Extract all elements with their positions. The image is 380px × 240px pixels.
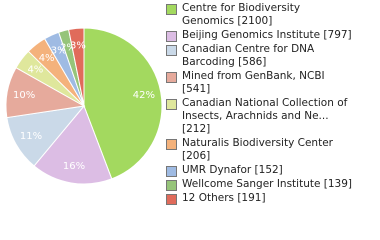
legend-label: Canadian Centre for DNA Barcoding [586] xyxy=(182,43,315,68)
slice-label: 10% xyxy=(13,90,35,101)
legend-label: Wellcome Sanger Institute [139] xyxy=(182,178,352,190)
legend: Centre for Biodiversity Genomics [2100] B… xyxy=(166,2,376,206)
slice-label: 11% xyxy=(20,131,42,142)
legend-item: UMR Dynafor [152] xyxy=(166,164,376,177)
legend-label: Naturalis Biodiversity Center [206] xyxy=(182,137,333,162)
legend-item: 12 Others [191] xyxy=(166,192,376,205)
legend-swatch xyxy=(166,166,177,177)
legend-item: Beijing Genomics Institute [797] xyxy=(166,29,376,42)
legend-label: 12 Others [191] xyxy=(182,192,266,204)
legend-item: Naturalis Biodiversity Center [206] xyxy=(166,137,376,163)
pie-chart: 42%16%11%10%4%4%3%2%3% xyxy=(5,27,163,185)
legend-swatch xyxy=(166,31,177,42)
pie-slice xyxy=(68,27,85,107)
legend-label: Canadian National Collection of Insects,… xyxy=(182,97,348,135)
legend-label: UMR Dynafor [152] xyxy=(182,164,283,176)
legend-swatch xyxy=(166,180,177,191)
legend-swatch xyxy=(166,139,177,150)
slice-label: 16% xyxy=(63,161,85,172)
legend-label: Beijing Genomics Institute [797] xyxy=(182,29,352,41)
legend-swatch xyxy=(166,194,177,205)
slice-label: 4% xyxy=(39,53,55,64)
legend-label: Mined from GenBank, NCBI [541] xyxy=(182,70,325,95)
legend-item: Centre for Biodiversity Genomics [2100] xyxy=(166,2,376,28)
legend-item: Wellcome Sanger Institute [139] xyxy=(166,178,376,191)
pie-slice xyxy=(83,27,163,180)
slice-label: 3% xyxy=(70,40,86,51)
legend-item: Canadian Centre for DNA Barcoding [586] xyxy=(166,43,376,69)
legend-swatch xyxy=(166,45,177,56)
slice-label: 42% xyxy=(133,90,155,101)
legend-swatch xyxy=(166,4,177,15)
legend-swatch xyxy=(166,72,177,83)
legend-label: Centre for Biodiversity Genomics [2100] xyxy=(182,2,301,27)
slice-label: 2% xyxy=(60,42,76,53)
legend-item: Mined from GenBank, NCBI [541] xyxy=(166,70,376,96)
legend-item: Canadian National Collection of Insects,… xyxy=(166,97,376,136)
slice-label: 4% xyxy=(27,64,43,75)
slice-label: 3% xyxy=(51,46,67,57)
legend-swatch xyxy=(166,99,177,110)
pie-slice xyxy=(33,105,113,185)
